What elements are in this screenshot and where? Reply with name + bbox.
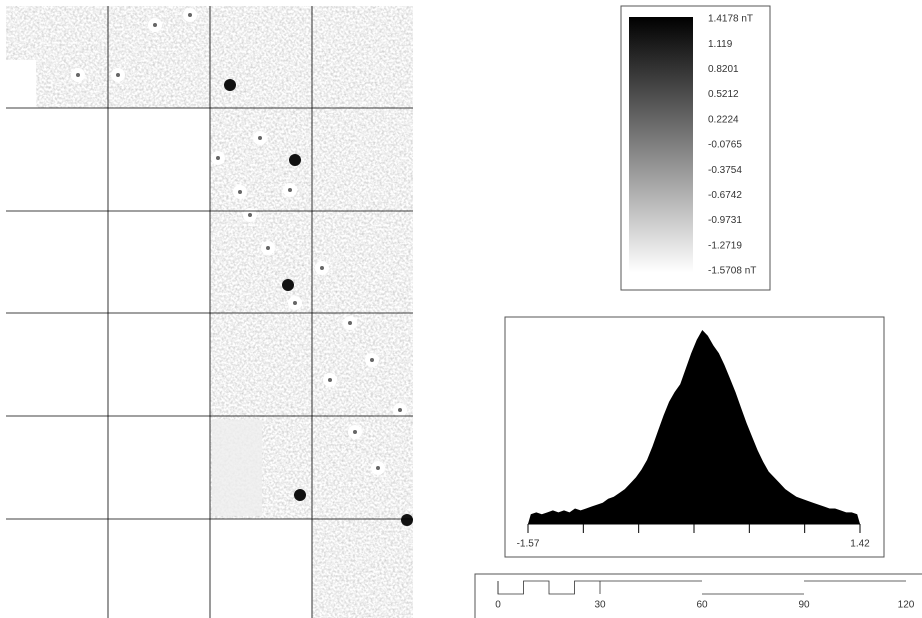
raster-tile [312,108,413,211]
legend-label: -0.6742 [708,190,742,201]
blank-patch [212,420,262,516]
page: {"legend": {"labels": ["1.4178 nT", "1.1… [0,0,922,618]
anomaly-dark [289,154,301,166]
scale-tick-label: 90 [798,600,810,611]
scale-tick-label: 120 [898,600,915,611]
legend-label: 0.8201 [708,64,739,75]
blank-patch [6,60,36,108]
legend-label: 0.2224 [708,114,739,125]
scale-tick-label: 30 [594,600,606,611]
anomaly-core [370,358,374,362]
scale-tick-label: 0 [495,600,501,611]
anomaly-core [288,188,292,192]
anomaly-core [348,321,352,325]
histogram-min-label: -1.57 [517,539,540,550]
scale-tick-label: 60 [696,600,708,611]
magnetometry-raster [6,6,413,618]
anomaly-core [153,23,157,27]
anomaly-core [76,73,80,77]
anomaly-core [116,73,120,77]
anomaly-core [216,156,220,160]
anomaly-dark [224,79,236,91]
legend-label: 0.5212 [708,89,739,100]
anomaly-dark [294,489,306,501]
anomaly-core [248,213,252,217]
anomaly-dark [401,514,413,526]
anomaly-core [238,190,242,194]
legend-label: 1.119 [708,39,733,50]
anomaly-core [376,466,380,470]
anomaly-core [398,408,402,412]
raster-tile [312,416,413,519]
anomaly-core [293,301,297,305]
legend-label: -0.3754 [708,165,742,176]
legend-label: -0.9731 [708,215,742,226]
anomaly-core [328,378,332,382]
legend-label: -0.0765 [708,140,742,151]
raster-tile [312,6,413,108]
anomaly-core [320,266,324,270]
legend-label: 1.4178 nT [708,14,753,25]
histogram-max-label: 1.42 [850,539,870,550]
anomaly-core [258,136,262,140]
raster-tile [210,313,312,416]
anomaly-core [266,246,270,250]
raster-tile [312,211,413,313]
raster-tile [312,313,413,416]
anomaly-core [188,13,192,17]
survey-view: 1.4178 nT 1.119 0.8201 0.5212 0.2224 -0.0765 -… [0,0,922,618]
legend-label: -1.2719 [708,240,742,251]
anomaly-core [353,430,357,434]
color-ramp [629,17,693,273]
raster-tile [312,519,413,618]
anomaly-dark [282,279,294,291]
legend-label: -1.5708 nT [708,266,756,277]
raster-tile [210,6,312,108]
